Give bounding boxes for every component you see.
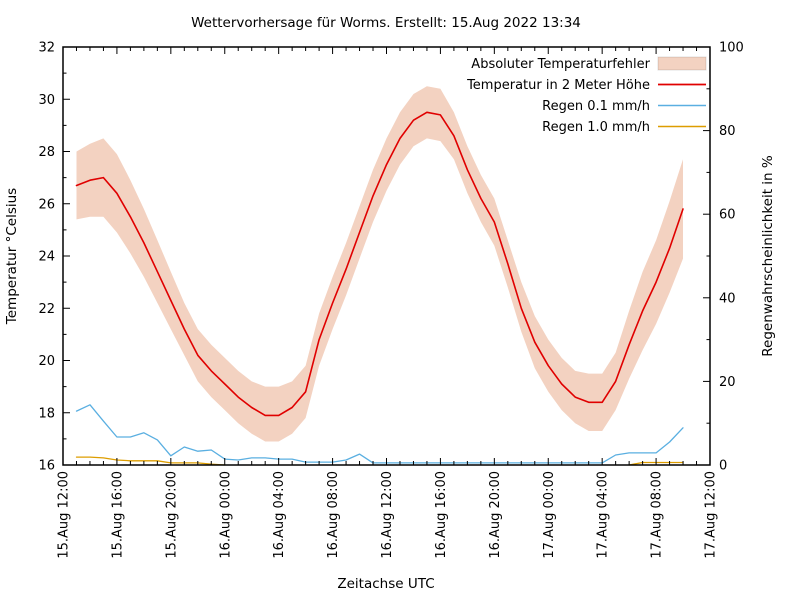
y2-tick-label: 20 <box>719 375 736 390</box>
y-tick-label: 26 <box>38 197 55 212</box>
y2-tick-label: 40 <box>719 291 736 306</box>
x-tick-label: 16.Aug 12:00 <box>380 471 395 559</box>
y-tick-label: 22 <box>38 302 55 317</box>
x-tick-label: 15.Aug 16:00 <box>110 471 125 559</box>
y-tick-label: 16 <box>38 459 55 474</box>
y-tick-label: 20 <box>38 354 55 369</box>
y-tick-label: 30 <box>38 93 55 108</box>
x-tick-label: 17.Aug 04:00 <box>596 471 611 559</box>
y2-tick-label: 80 <box>719 124 736 139</box>
y2-tick-label: 100 <box>719 41 744 56</box>
x-tick-label: 15.Aug 12:00 <box>57 471 72 559</box>
y-tick-label: 28 <box>38 145 55 160</box>
x-tick-label: 16.Aug 16:00 <box>434 471 449 559</box>
legend-label: Regen 1.0 mm/h <box>542 120 650 135</box>
x-tick-label: 17.Aug 00:00 <box>542 471 557 559</box>
y-tick-label: 32 <box>38 41 55 56</box>
x-tick-label: 17.Aug 08:00 <box>650 471 665 559</box>
x-tick-label: 16.Aug 08:00 <box>326 471 341 559</box>
legend-band-swatch <box>657 56 707 71</box>
x-tick-label: 16.Aug 00:00 <box>218 471 233 559</box>
y2-axis-label: Regenwahrscheinlichkeit in % <box>760 155 776 357</box>
y-axis-label: Temperatur °Celsius <box>4 188 20 325</box>
y2-tick-label: 60 <box>719 208 736 223</box>
x-axis-label: Zeitachse UTC <box>337 576 434 592</box>
legend-label: Regen 0.1 mm/h <box>542 99 650 114</box>
y-tick-label: 24 <box>38 250 55 265</box>
x-tick-label: 16.Aug 04:00 <box>272 471 287 559</box>
x-tick-label: 16.Aug 20:00 <box>488 471 503 559</box>
legend-label: Temperatur in 2 Meter Höhe <box>466 78 650 93</box>
y-tick-label: 18 <box>38 406 55 421</box>
x-tick-label: 15.Aug 20:00 <box>164 471 179 559</box>
x-tick-label: 17.Aug 12:00 <box>704 471 719 559</box>
plot-area: 15.Aug 12:00 15.Aug 16:00 15.Aug 20:00 16.A… <box>38 41 743 559</box>
error-band <box>76 86 683 442</box>
legend-label: Absoluter Temperaturfehler <box>471 57 650 72</box>
regen-0-1-mm-h-line <box>75 404 684 464</box>
y2-tick-label: 0 <box>719 459 727 474</box>
regen-1-0-mm-h-line <box>75 456 226 466</box>
chart-title: Wettervorhersage für Worms. Erstellt: 15… <box>191 15 581 31</box>
temperatur-in-2-meter-h-he-line <box>75 111 684 417</box>
